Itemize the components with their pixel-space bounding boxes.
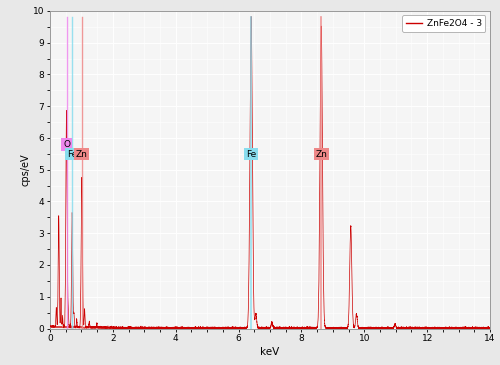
Text: Fe: Fe (246, 150, 256, 159)
Legend: ZnFe2O4 - 3: ZnFe2O4 - 3 (402, 15, 485, 32)
Text: Zn: Zn (316, 150, 327, 159)
Text: Zn: Zn (76, 150, 88, 159)
X-axis label: keV: keV (260, 347, 280, 357)
Y-axis label: cps/eV: cps/eV (20, 153, 30, 186)
Text: Fe: Fe (67, 150, 78, 159)
Text: O: O (63, 140, 70, 149)
